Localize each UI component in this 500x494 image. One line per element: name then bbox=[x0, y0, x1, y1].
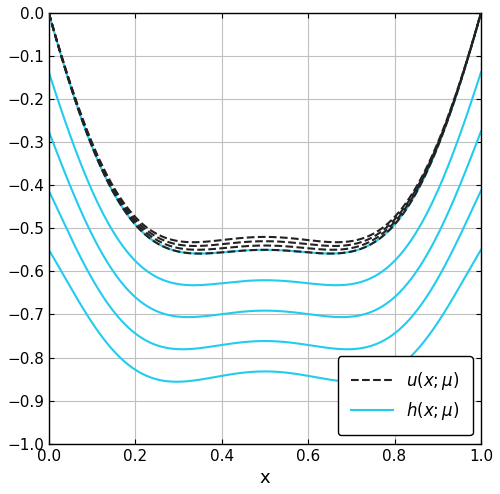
X-axis label: x: x bbox=[260, 469, 270, 487]
Legend: $u(x; \mu)$, $h(x; \mu)$: $u(x; \mu)$, $h(x; \mu)$ bbox=[338, 356, 472, 435]
